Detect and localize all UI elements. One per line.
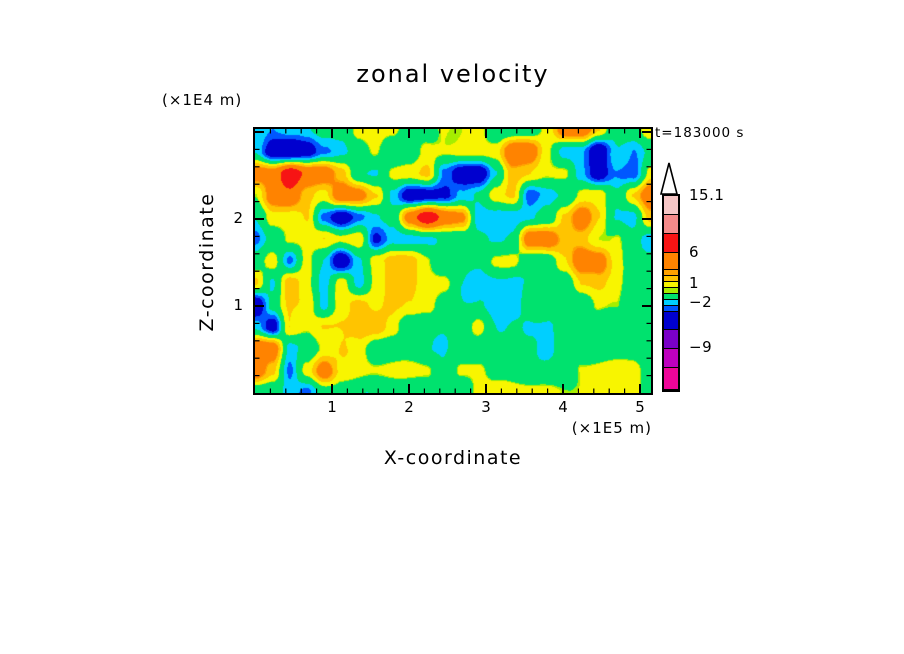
colorbar-band (664, 288, 678, 293)
time-annotation: t=183000 s (655, 125, 745, 141)
colorbar-band (664, 215, 678, 233)
colorbar-arrow-icon (659, 162, 679, 195)
y-tick-label: 1 (233, 296, 243, 314)
colorbar-band (664, 330, 678, 348)
colorbar-label: 15.1 (689, 186, 725, 205)
colorbar-label: −9 (689, 337, 713, 356)
x-tick-label: 3 (481, 398, 491, 416)
colorbar-label: 1 (689, 273, 700, 292)
y-tick-label: 2 (233, 209, 243, 227)
colorbar-band (664, 234, 678, 252)
colorbar-band (664, 253, 678, 269)
colorbar-band (664, 196, 678, 214)
x-tick-label: 4 (558, 398, 568, 416)
colorbar-band (664, 349, 678, 367)
colorbar-band (664, 282, 678, 287)
x-tick-label: 1 (327, 398, 337, 416)
colorbar (662, 194, 680, 392)
x-tick-label: 2 (404, 398, 414, 416)
colorbar-band (664, 300, 678, 305)
chart-title: zonal velocity (356, 60, 550, 88)
y-axis-label: Z-coordinate (196, 192, 218, 332)
colorbar-band (664, 294, 678, 299)
colorbar-band (664, 306, 678, 311)
x-axis-unit: (×1E5 m) (571, 419, 652, 437)
y-axis-unit: (×1E4 m) (162, 91, 243, 109)
colorbar-band (664, 312, 678, 329)
colorbar-band (664, 276, 678, 281)
colorbar-band (664, 270, 678, 275)
x-tick-label: 5 (635, 398, 645, 416)
x-axis-label: X-coordinate (383, 447, 523, 469)
colorbar-band (664, 368, 678, 389)
contour-field (255, 129, 651, 393)
colorbar-label: −2 (689, 292, 713, 311)
plot-frame (253, 127, 653, 395)
colorbar-label: 6 (689, 242, 700, 261)
